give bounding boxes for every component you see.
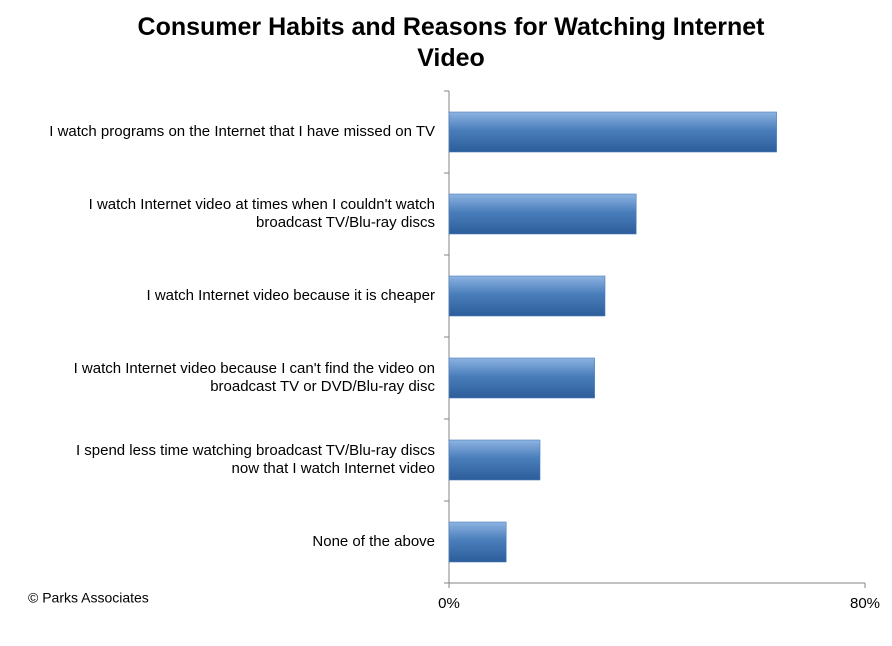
y-tick-label: I watch Internet video at times when I c…	[89, 196, 435, 213]
x-tick-label: 0%	[438, 595, 460, 612]
bar	[448, 111, 777, 153]
bar	[448, 357, 595, 399]
y-tick-label: None of the above	[312, 533, 435, 550]
bar	[448, 275, 606, 317]
y-tick-label: broadcast TV or DVD/Blu-ray disc	[210, 378, 435, 395]
y-tick-label: broadcast TV/Blu-ray discs	[256, 214, 435, 231]
y-tick-label: now that I watch Internet video	[232, 460, 435, 477]
y-tick-label: I watch Internet video because I can't f…	[74, 360, 435, 377]
chart-title: Consumer Habits and Reasons for Watching…	[137, 13, 765, 72]
source-note: © Parks Associates	[28, 590, 149, 606]
y-tick-label: I watch Internet video because it is che…	[146, 287, 435, 304]
bar	[448, 521, 507, 563]
bar	[448, 439, 541, 481]
y-tick-label: I spend less time watching broadcast TV/…	[76, 442, 435, 459]
y-tick-label: I watch programs on the Internet that I …	[49, 123, 435, 140]
x-tick-label: 80%	[850, 595, 880, 612]
bar	[448, 193, 637, 235]
